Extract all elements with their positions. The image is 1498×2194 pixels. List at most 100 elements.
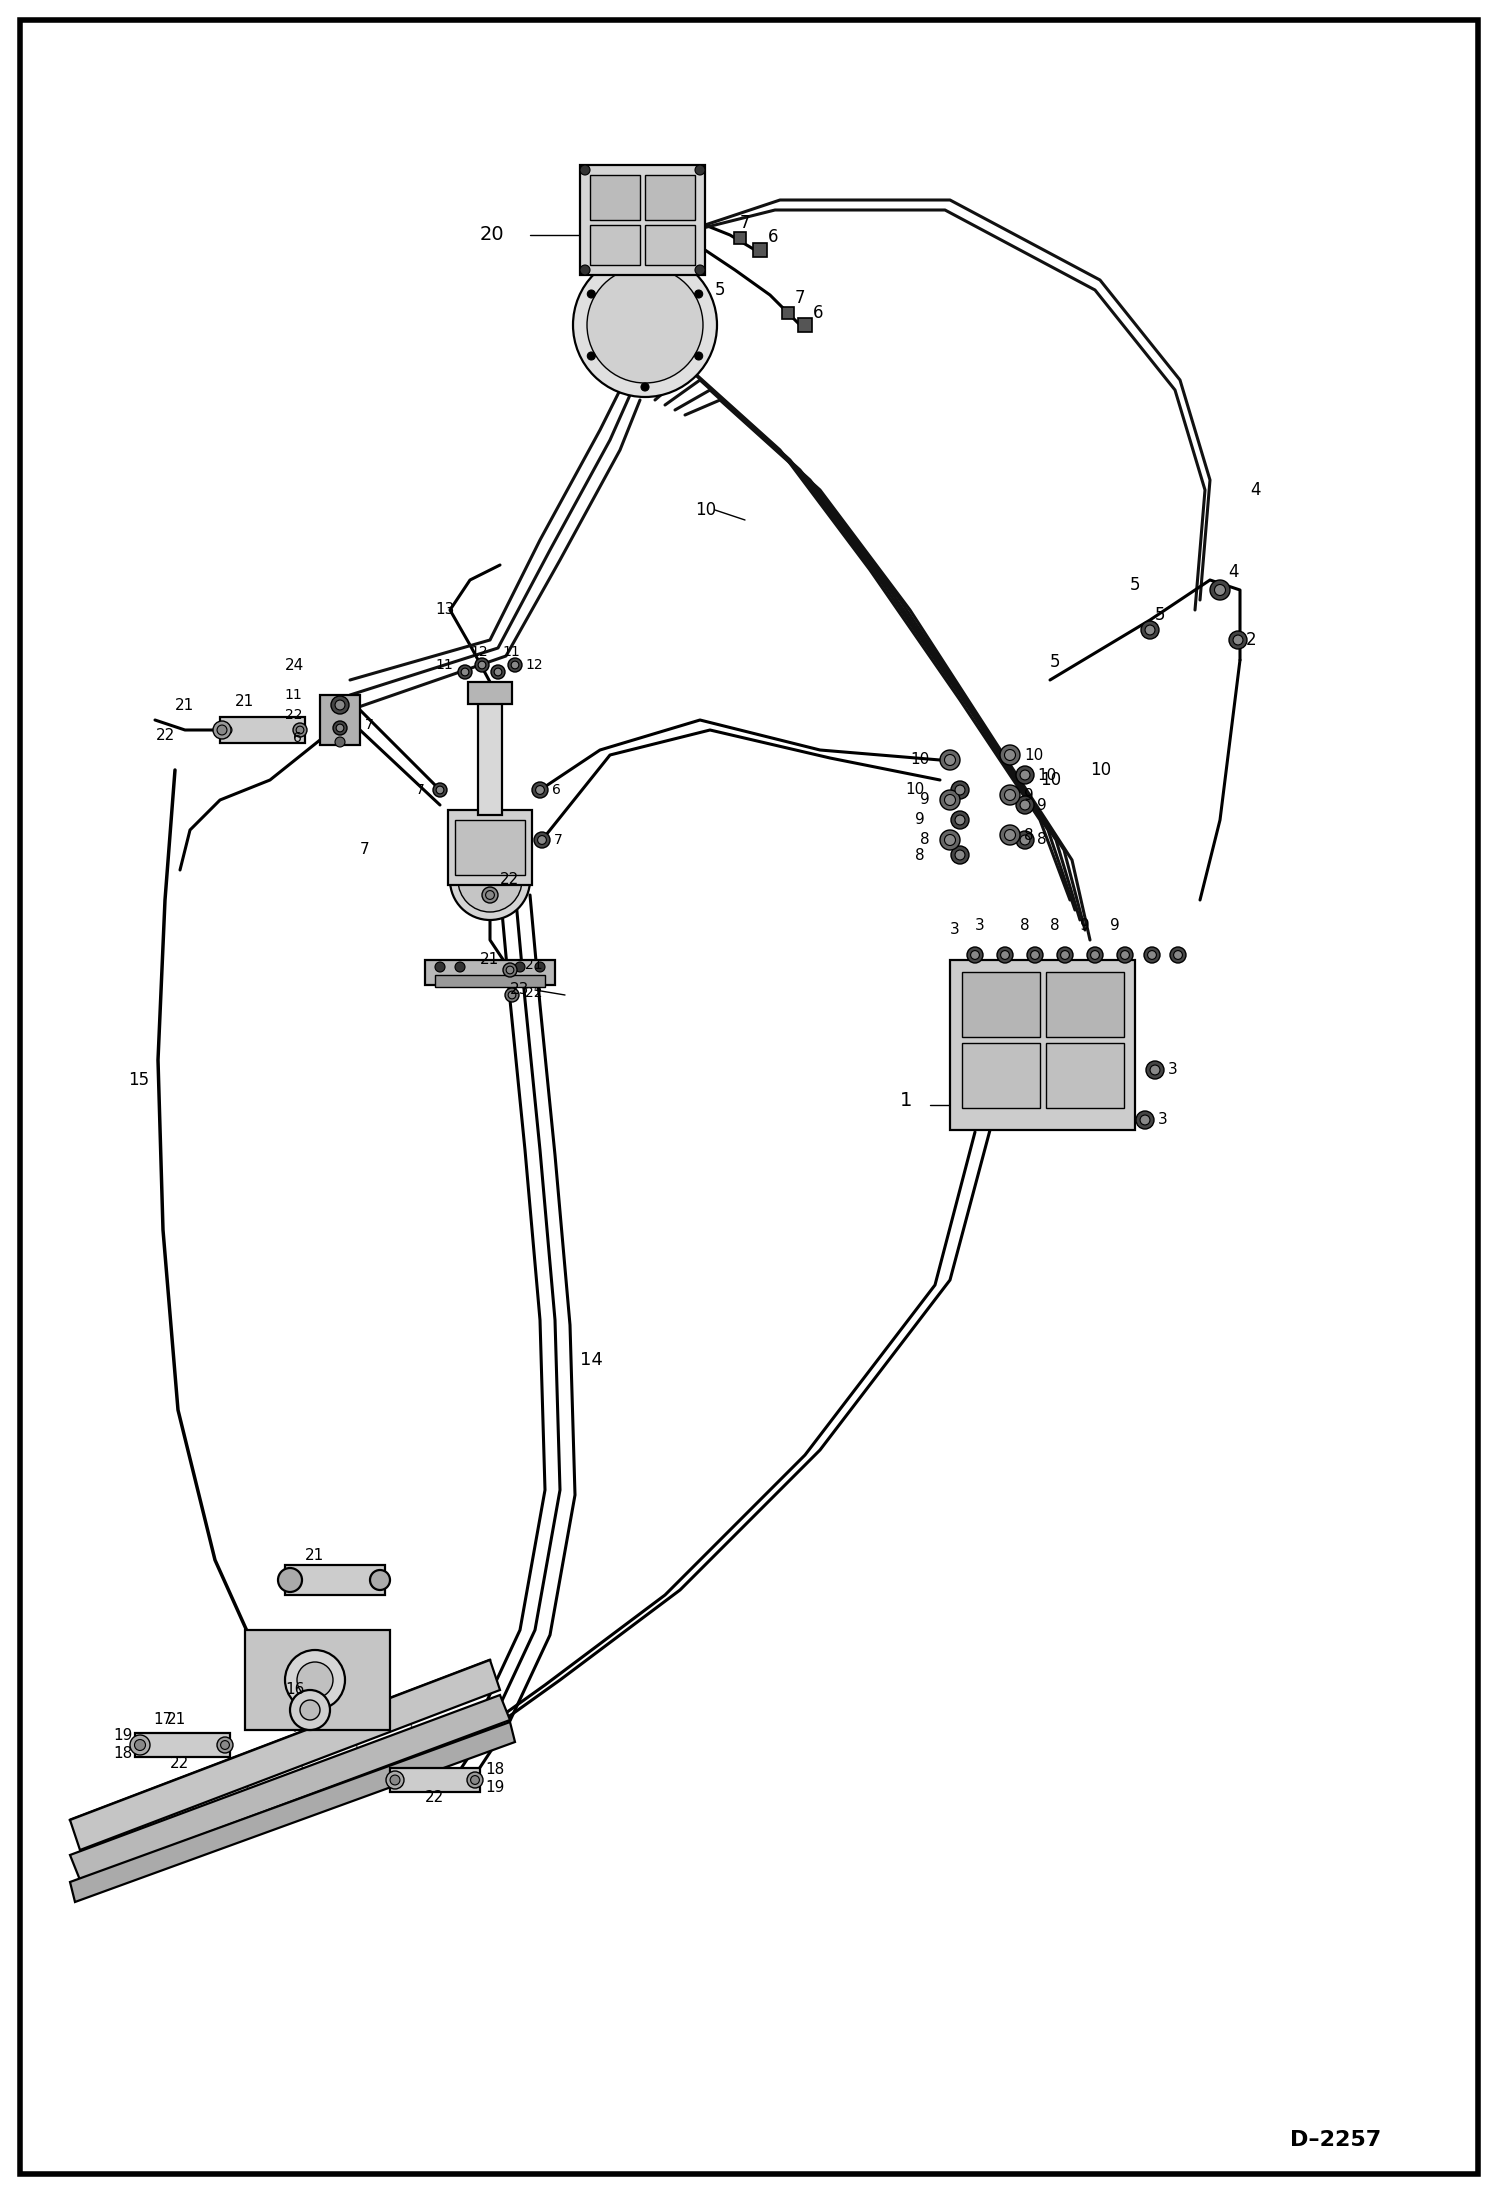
- Circle shape: [279, 1569, 303, 1593]
- Text: 22: 22: [500, 873, 520, 889]
- Text: 5: 5: [1050, 654, 1061, 671]
- Text: 10: 10: [695, 500, 716, 520]
- Circle shape: [331, 695, 349, 713]
- Text: 19: 19: [485, 1782, 505, 1795]
- Text: 21: 21: [524, 959, 542, 972]
- Circle shape: [494, 669, 502, 676]
- Circle shape: [485, 891, 494, 900]
- Text: 11: 11: [285, 689, 303, 702]
- Circle shape: [1020, 770, 1031, 779]
- Circle shape: [291, 1689, 330, 1731]
- Circle shape: [945, 755, 956, 766]
- Text: 8: 8: [1025, 827, 1034, 842]
- Circle shape: [222, 724, 232, 735]
- Circle shape: [1020, 836, 1031, 845]
- Polygon shape: [70, 1722, 515, 1902]
- Circle shape: [1005, 790, 1016, 801]
- Bar: [734, 233, 746, 244]
- Circle shape: [135, 1740, 145, 1751]
- Circle shape: [285, 1650, 345, 1709]
- Circle shape: [1088, 948, 1103, 963]
- Circle shape: [1144, 948, 1159, 963]
- Circle shape: [1135, 1110, 1153, 1130]
- Circle shape: [220, 1740, 229, 1749]
- Circle shape: [1118, 948, 1132, 963]
- Circle shape: [536, 785, 544, 794]
- Circle shape: [1173, 950, 1182, 959]
- Circle shape: [433, 783, 446, 796]
- Text: 8: 8: [1020, 917, 1029, 932]
- Circle shape: [217, 1738, 234, 1753]
- Text: 22: 22: [156, 728, 175, 742]
- Circle shape: [1028, 948, 1043, 963]
- Circle shape: [1144, 625, 1155, 634]
- Circle shape: [587, 290, 595, 298]
- Text: 21: 21: [479, 952, 499, 968]
- Text: 22: 22: [285, 709, 303, 722]
- Bar: [646, 226, 695, 265]
- Bar: [455, 821, 524, 875]
- Circle shape: [333, 722, 348, 735]
- Bar: [580, 165, 706, 274]
- Text: 10: 10: [911, 753, 930, 768]
- Text: 7: 7: [795, 290, 806, 307]
- Text: 11: 11: [502, 645, 520, 658]
- Circle shape: [971, 950, 980, 959]
- Circle shape: [1170, 948, 1186, 963]
- Text: 22: 22: [425, 1790, 445, 1806]
- Circle shape: [580, 265, 590, 274]
- Circle shape: [695, 265, 706, 274]
- Circle shape: [300, 1700, 321, 1720]
- Text: 9: 9: [915, 812, 924, 827]
- Circle shape: [297, 726, 304, 733]
- Text: 21: 21: [166, 1714, 186, 1727]
- Circle shape: [478, 660, 485, 669]
- Circle shape: [336, 700, 345, 711]
- Circle shape: [1016, 796, 1034, 814]
- Bar: [646, 176, 695, 219]
- Circle shape: [1020, 801, 1031, 810]
- Text: 10: 10: [1037, 768, 1056, 783]
- Circle shape: [945, 794, 956, 805]
- Text: 23: 23: [509, 983, 529, 998]
- Circle shape: [1215, 584, 1225, 595]
- Text: 18: 18: [485, 1762, 505, 1777]
- Text: 3: 3: [1168, 1062, 1177, 1077]
- Text: 5: 5: [1129, 577, 1140, 595]
- Text: 8: 8: [1050, 917, 1059, 932]
- Circle shape: [941, 790, 960, 810]
- Circle shape: [455, 961, 464, 972]
- Text: 21: 21: [235, 695, 255, 709]
- Circle shape: [956, 814, 965, 825]
- Bar: [425, 961, 554, 985]
- Bar: [962, 1042, 1040, 1108]
- Text: 20: 20: [479, 226, 505, 244]
- Bar: [950, 961, 1135, 1130]
- Circle shape: [508, 992, 515, 998]
- Text: 13: 13: [434, 603, 454, 617]
- Circle shape: [1001, 746, 1020, 766]
- Bar: [1046, 1042, 1124, 1108]
- Text: 9: 9: [1037, 796, 1047, 812]
- Text: 4: 4: [1228, 564, 1239, 581]
- Text: 9: 9: [1025, 788, 1034, 803]
- Circle shape: [941, 750, 960, 770]
- Circle shape: [587, 268, 703, 384]
- Circle shape: [1121, 950, 1129, 959]
- Text: 7: 7: [554, 834, 563, 847]
- Text: 21: 21: [175, 698, 195, 713]
- Circle shape: [475, 658, 488, 671]
- Circle shape: [574, 252, 718, 397]
- Text: 12: 12: [524, 658, 542, 671]
- Text: 22: 22: [524, 985, 542, 1000]
- Circle shape: [1016, 832, 1034, 849]
- Circle shape: [998, 948, 1013, 963]
- Circle shape: [336, 724, 345, 733]
- Circle shape: [461, 669, 469, 676]
- Circle shape: [641, 259, 649, 268]
- Circle shape: [1001, 785, 1020, 805]
- Circle shape: [1146, 1062, 1164, 1079]
- Circle shape: [297, 1663, 333, 1698]
- Circle shape: [956, 849, 965, 860]
- Circle shape: [434, 961, 445, 972]
